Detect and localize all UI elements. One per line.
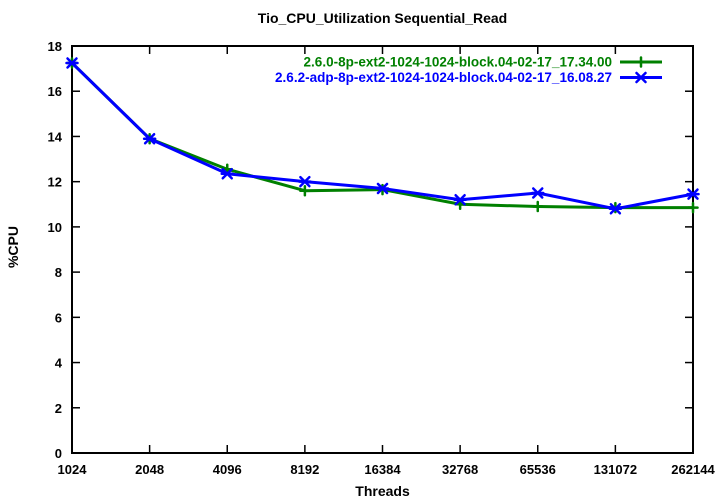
x-tick-label: 16384 <box>364 462 401 477</box>
y-tick-label: 16 <box>48 84 62 99</box>
x-tick-label: 262144 <box>671 462 715 477</box>
y-tick-label: 12 <box>48 175 62 190</box>
x-tick-label: 131072 <box>594 462 637 477</box>
x-tick-label: 8192 <box>290 462 319 477</box>
y-tick-label: 8 <box>55 265 62 280</box>
legend-label: 2.6.0-8p-ext2-1024-1024-block.04-02-17_1… <box>304 55 612 70</box>
legend-label: 2.6.2-adp-8p-ext2-1024-1024-block.04-02-… <box>275 70 612 85</box>
y-tick-label: 18 <box>48 39 62 54</box>
y-tick-label: 4 <box>55 356 63 371</box>
x-tick-label: 2048 <box>135 462 164 477</box>
y-tick-label: 2 <box>55 401 62 416</box>
x-tick-label: 4096 <box>213 462 242 477</box>
x-tick-label: 32768 <box>442 462 478 477</box>
x-tick-label: 65536 <box>520 462 556 477</box>
y-tick-label: 10 <box>48 220 62 235</box>
y-tick-label: 6 <box>55 310 62 325</box>
chart-title: Tio_CPU_Utilization Sequential_Read <box>257 10 508 26</box>
plot-border <box>71 45 694 454</box>
x-tick-label: 1024 <box>58 462 88 477</box>
y-tick-label: 0 <box>55 446 62 461</box>
y-tick-label: 14 <box>48 129 63 144</box>
x-axis-label: Threads <box>355 483 410 499</box>
